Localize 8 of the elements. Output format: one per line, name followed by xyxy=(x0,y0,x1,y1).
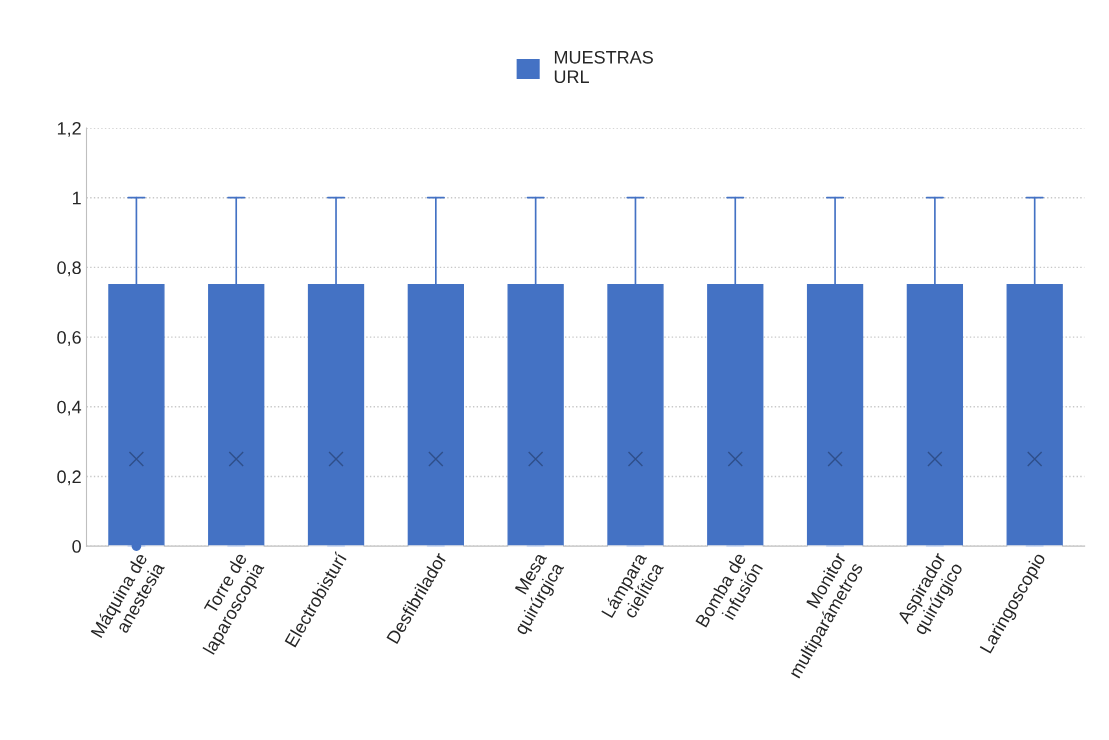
y-tick-label: 0,8 xyxy=(57,261,81,277)
y-tick-label: 0,6 xyxy=(57,331,81,346)
legend-label: MUESTRAS URL xyxy=(554,50,653,84)
y-tick-label: 0,2 xyxy=(57,470,81,486)
y-tick-label: 1 xyxy=(72,191,81,205)
y-tick-label: 0,4 xyxy=(57,400,82,416)
y-tick-label: 0 xyxy=(72,540,81,553)
y-tick-label: 1,2 xyxy=(57,121,81,137)
